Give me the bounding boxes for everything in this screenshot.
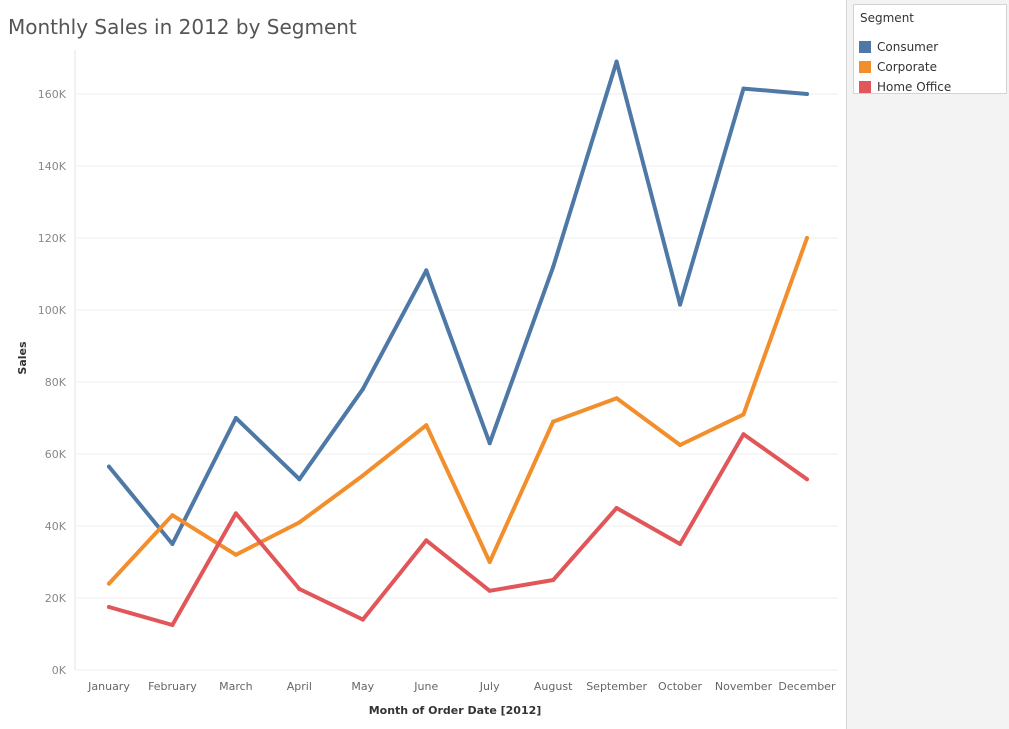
y-tick-label: 140K	[38, 160, 67, 173]
data-point-corporate	[297, 520, 302, 525]
x-tick-label: April	[287, 680, 312, 693]
y-tick-label: 160K	[38, 88, 67, 101]
data-point-corporate	[360, 473, 365, 478]
x-tick-label: September	[586, 680, 647, 693]
legend-item-home-office[interactable]: Home Office	[859, 79, 951, 95]
series-line-home-office	[107, 432, 809, 627]
data-point-home-office	[297, 587, 302, 591]
data-point-corporate	[487, 560, 492, 564]
data-point-consumer	[804, 92, 809, 96]
data-point-home-office	[170, 623, 175, 627]
legend-swatch-consumer	[859, 41, 871, 53]
data-point-consumer	[297, 477, 302, 482]
line-chart: 0K 20K 40K 60K 80K 100K 120K 140K 160K January Feb…	[16, 50, 838, 717]
data-point-consumer	[678, 302, 683, 307]
data-point-consumer	[487, 441, 492, 446]
x-tick-label: December	[778, 680, 836, 693]
x-tick-label: January	[87, 680, 130, 693]
data-point-home-office	[487, 588, 492, 593]
data-point-home-office	[360, 617, 365, 622]
data-point-corporate	[551, 419, 556, 424]
y-tick-label: 60K	[45, 448, 67, 461]
data-point-consumer	[233, 416, 238, 420]
x-tick-label: November	[715, 680, 773, 693]
data-point-consumer	[170, 542, 175, 546]
y-tick-label: 120K	[38, 232, 67, 245]
legend-swatch-corporate	[859, 61, 871, 73]
data-point-corporate	[424, 423, 429, 428]
data-point-corporate	[233, 552, 238, 557]
legend: Segment Consumer Corporate Home Office	[853, 4, 1007, 94]
data-point-home-office	[614, 506, 619, 510]
series-line-consumer	[107, 59, 809, 546]
x-tick-label: July	[479, 680, 500, 693]
x-tick-label: October	[658, 680, 702, 693]
legend-swatch-home-office	[859, 81, 871, 93]
y-tick-label: 80K	[45, 376, 67, 389]
data-point-consumer	[424, 268, 429, 273]
legend-item-consumer[interactable]: Consumer	[859, 39, 938, 55]
y-tick-label: 20K	[45, 592, 67, 605]
data-point-corporate	[741, 412, 746, 417]
chart-pane: Monthly Sales in 2012 by Segment 0K 20K 40…	[8, 15, 838, 717]
x-axis-title: Month of Order Date [2012]	[369, 704, 542, 717]
legend-label-consumer: Consumer	[877, 40, 939, 54]
data-point-consumer	[741, 86, 746, 91]
legend-label-corporate: Corporate	[877, 60, 937, 74]
data-point-corporate	[170, 513, 175, 518]
y-tick-label: 100K	[38, 304, 67, 317]
x-tick-label: June	[413, 680, 438, 693]
side-pane	[846, 0, 1009, 729]
data-point-home-office	[233, 511, 238, 516]
x-tick-label: March	[219, 680, 253, 693]
data-point-consumer	[551, 264, 556, 269]
legend-item-corporate[interactable]: Corporate	[859, 59, 937, 75]
data-point-home-office	[678, 542, 683, 546]
x-tick-label: February	[148, 680, 197, 693]
data-point-consumer	[360, 387, 365, 392]
legend-title: Segment	[860, 11, 914, 25]
data-point-corporate	[678, 443, 683, 447]
data-point-consumer	[107, 464, 111, 469]
y-tick-label: 0K	[52, 664, 67, 677]
series-line-corporate	[107, 236, 809, 586]
data-point-corporate	[107, 581, 111, 586]
x-tick-label: May	[351, 680, 374, 693]
y-tick-label: 40K	[45, 520, 67, 533]
data-point-home-office	[107, 605, 111, 609]
chart-title: Monthly Sales in 2012 by Segment	[8, 15, 357, 39]
data-point-corporate	[614, 396, 619, 401]
legend-label-home-office: Home Office	[877, 80, 952, 94]
data-point-home-office	[424, 538, 429, 543]
data-point-home-office	[741, 432, 746, 437]
x-tick-label: August	[534, 680, 573, 693]
data-point-consumer	[614, 59, 619, 64]
data-point-corporate	[804, 236, 809, 240]
y-axis-title: Sales	[16, 341, 29, 375]
data-point-home-office	[551, 578, 556, 582]
data-point-home-office	[804, 477, 809, 482]
